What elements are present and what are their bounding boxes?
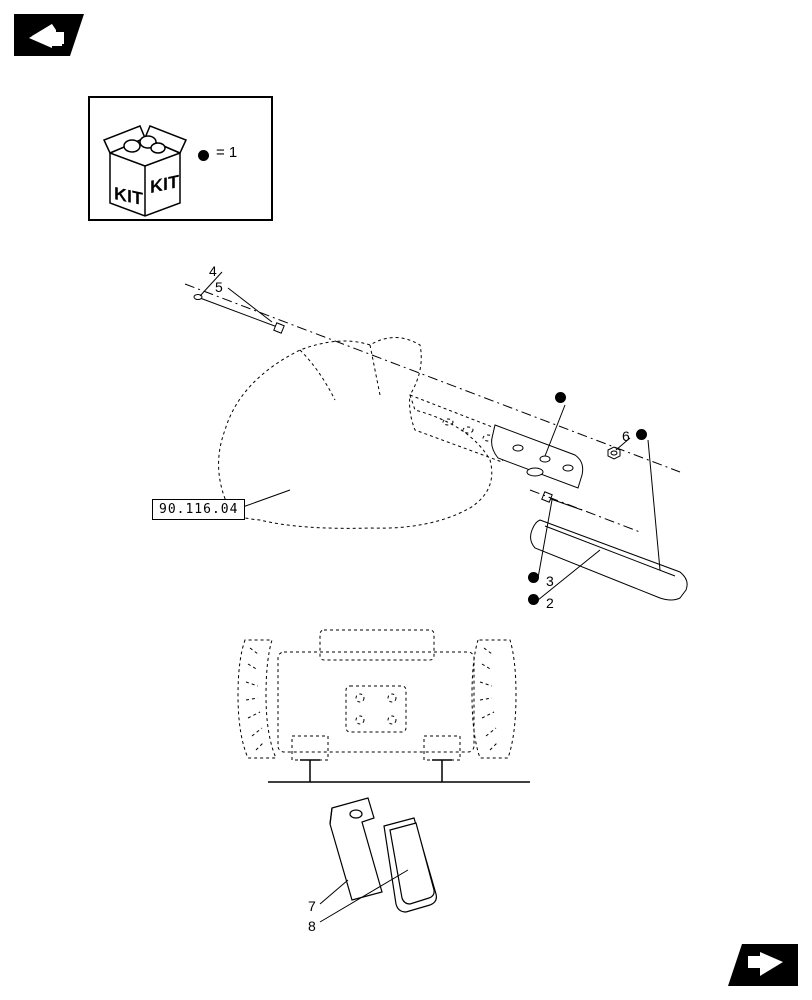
kit-marker-dot	[528, 594, 539, 605]
callout-7: 7	[308, 898, 316, 914]
nav-arrow-next[interactable]	[728, 944, 798, 986]
callout-4: 4	[209, 263, 217, 279]
callout-8: 8	[308, 918, 316, 934]
nav-arrow-prev[interactable]	[14, 14, 84, 56]
kit-crate-icon: KIT KIT	[90, 98, 275, 223]
kit-legend-box: KIT KIT = 1	[88, 96, 273, 221]
callout-6: 6	[622, 428, 630, 444]
kit-marker-dot	[636, 429, 647, 440]
callout-2: 2	[546, 595, 554, 611]
kit-marker-dot	[528, 572, 539, 583]
reference-label: 90.116.04	[152, 499, 245, 520]
kit-equals-label: = 1	[216, 144, 237, 161]
callout-5: 5	[215, 279, 223, 295]
callout-3: 3	[546, 573, 554, 589]
kit-marker-dot	[555, 392, 566, 403]
kit-dot	[198, 150, 209, 161]
